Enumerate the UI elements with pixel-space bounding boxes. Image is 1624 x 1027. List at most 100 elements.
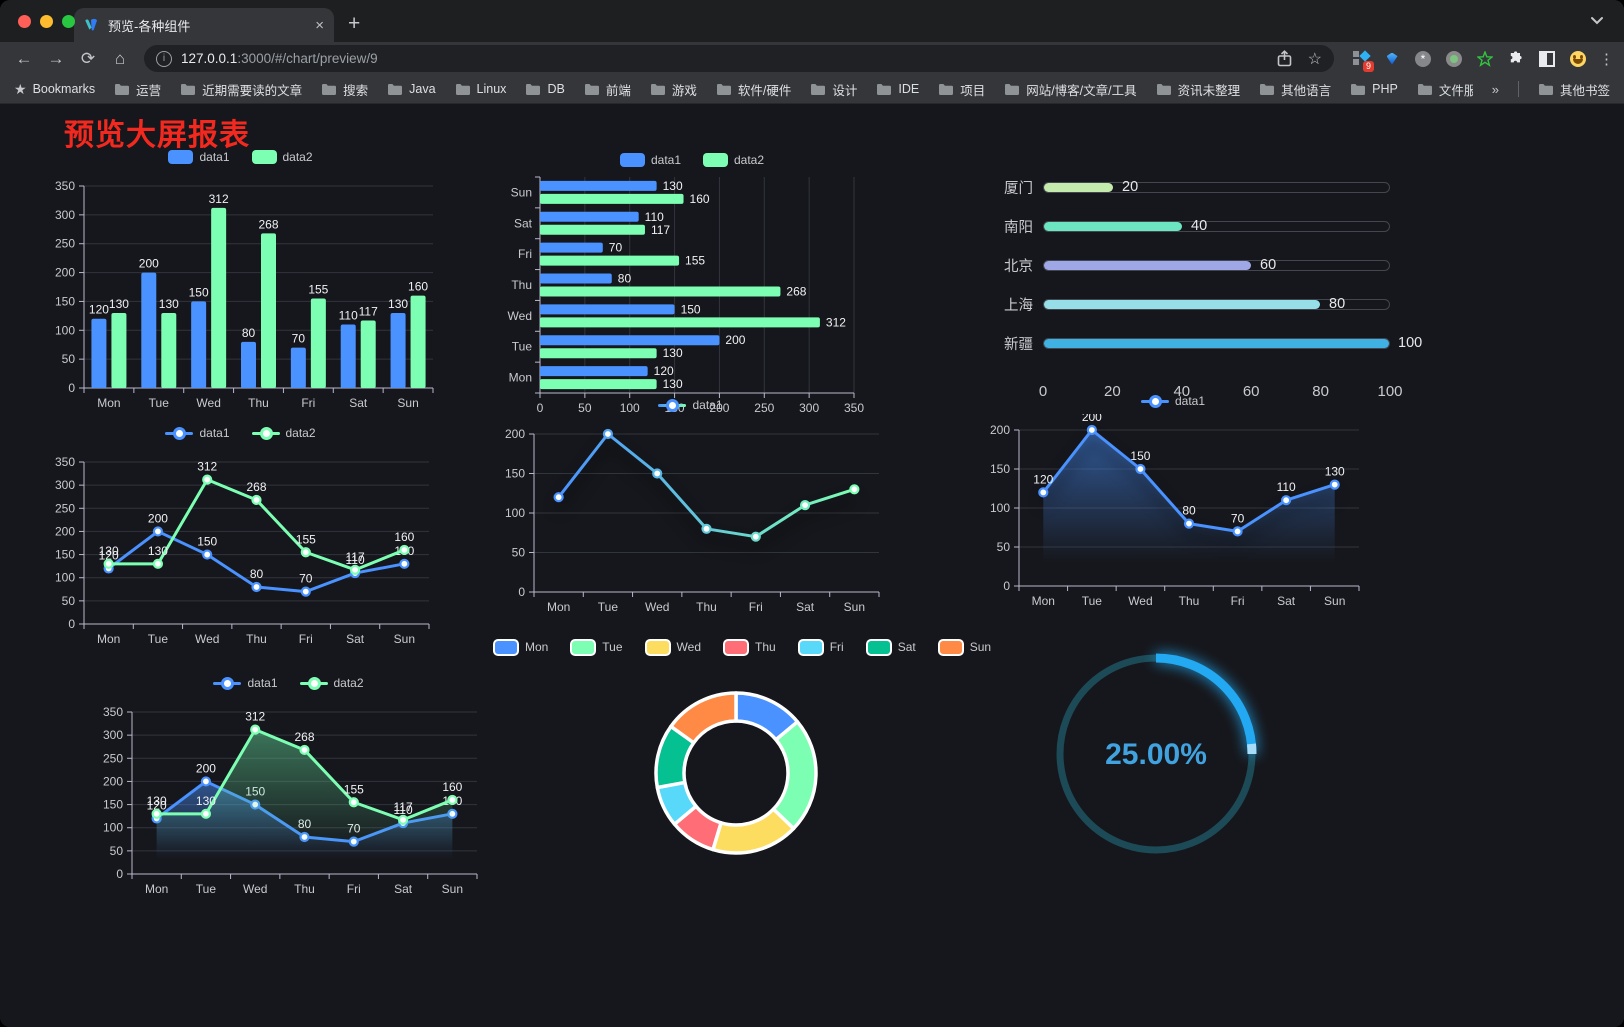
axis-tick-label: 0 bbox=[1038, 383, 1048, 400]
legend-item[interactable]: data2 bbox=[251, 150, 313, 164]
svg-text:Fri: Fri bbox=[299, 632, 313, 646]
bookmark-folder-item[interactable]: 近期需要读的文章 bbox=[180, 80, 302, 99]
progress-row[interactable]: 上海 80 bbox=[985, 291, 1390, 317]
bookmark-folder-item[interactable]: IDE bbox=[876, 82, 919, 96]
close-window-button[interactable] bbox=[18, 15, 31, 28]
legend-item[interactable]: Mon bbox=[492, 638, 549, 656]
reload-button[interactable]: ⟳ bbox=[80, 48, 96, 68]
legend-item[interactable]: Fri bbox=[797, 638, 844, 656]
other-bookmarks-folder[interactable]: 其他书签 bbox=[1538, 80, 1610, 99]
legend-item[interactable]: data1 bbox=[619, 153, 681, 167]
progress-fill bbox=[1044, 260, 1251, 270]
bookmark-folder-item[interactable]: 其他语言 bbox=[1259, 80, 1331, 99]
bookmark-folder-item[interactable]: Linux bbox=[455, 82, 506, 96]
extension-tampermonkey-icon[interactable]: 9 bbox=[1352, 49, 1374, 72]
site-info-icon[interactable]: i bbox=[156, 50, 172, 67]
tab-search-chevron-icon[interactable] bbox=[1590, 16, 1604, 25]
extensions-puzzle-icon[interactable] bbox=[1507, 50, 1525, 68]
axis-tick-label: 100 bbox=[1377, 383, 1403, 400]
chart-donut[interactable]: Mon Tue Wed Thu Fri Sat Sun bbox=[492, 636, 991, 921]
svg-text:Tue: Tue bbox=[149, 396, 170, 410]
legend-item[interactable]: data2 bbox=[703, 153, 764, 167]
svg-text:312: 312 bbox=[209, 192, 229, 206]
bookmark-folder-item[interactable]: PHP bbox=[1350, 82, 1398, 96]
chart-bar-vertical[interactable]: data1 data2 0 50 100 150 200 250 300 350 Mon Tue Wed… bbox=[38, 146, 443, 418]
bookmark-folder-item[interactable]: 文件服务器 bbox=[1417, 80, 1473, 99]
bookmark-folder-item[interactable]: 前端 bbox=[584, 80, 631, 99]
bookmarks-manager-item[interactable]: ★ Bookmarks bbox=[14, 81, 95, 98]
forward-button[interactable]: → bbox=[47, 48, 65, 68]
bookmarks-overflow-chevron[interactable]: » bbox=[1491, 81, 1499, 97]
extension-darkreader-icon[interactable] bbox=[1538, 50, 1556, 68]
progress-value: 80 bbox=[1329, 295, 1346, 312]
chart-line-area[interactable]: data1 0 50 100 150 200 Mon Tue Wed Thu Fri Sat Sun 12… bbox=[973, 390, 1373, 616]
bookmark-folder-item[interactable]: 网站/博客/文章/工具 bbox=[1004, 80, 1137, 99]
svg-text:110: 110 bbox=[339, 309, 358, 323]
legend-item[interactable]: Tue bbox=[570, 638, 623, 656]
extension-settings-icon[interactable]: * bbox=[1414, 50, 1432, 68]
legend-item[interactable]: Sat bbox=[865, 638, 916, 656]
bookmark-folder-item[interactable]: 项目 bbox=[938, 80, 985, 99]
bookmark-folder-item[interactable]: 软件/硬件 bbox=[716, 80, 791, 99]
svg-text:130: 130 bbox=[663, 377, 683, 391]
bookmarks-divider bbox=[1517, 81, 1519, 97]
chart-line-area-two[interactable]: data1 data2 0 50 100 150 200 250 300 350 Mon Tue Wed… bbox=[86, 672, 491, 904]
legend-item[interactable]: data1 bbox=[165, 426, 230, 440]
legend-label: Sun bbox=[969, 640, 992, 654]
progress-row[interactable]: 新疆 100 bbox=[985, 330, 1422, 356]
progress-label: 厦门 bbox=[1004, 180, 1033, 197]
progress-row[interactable]: 北京 60 bbox=[985, 252, 1390, 278]
share-icon[interactable] bbox=[1277, 50, 1292, 67]
extension-emoji-icon[interactable] bbox=[1569, 50, 1587, 68]
url-path: :3000/#/chart/preview/9 bbox=[237, 51, 378, 66]
legend-item[interactable]: data1 bbox=[168, 150, 230, 164]
browser-tab[interactable]: 预览-各种组件 × bbox=[74, 8, 334, 42]
chart-gauge[interactable]: 25.00% bbox=[1040, 639, 1280, 884]
bookmark-folder-item[interactable]: Java bbox=[387, 82, 436, 96]
svg-text:150: 150 bbox=[1130, 449, 1150, 463]
browser-menu-icon[interactable]: ⋮ bbox=[1599, 50, 1614, 68]
legend-label: Mon bbox=[524, 640, 549, 654]
svg-text:Sat: Sat bbox=[514, 216, 533, 230]
legend-item[interactable]: data2 bbox=[299, 676, 364, 690]
svg-text:150: 150 bbox=[505, 467, 525, 481]
back-button[interactable]: ← bbox=[15, 48, 33, 68]
home-button[interactable]: ⌂ bbox=[114, 48, 126, 68]
legend-item[interactable]: Wed bbox=[644, 638, 701, 656]
tab-close-icon[interactable]: × bbox=[315, 16, 324, 34]
minimize-window-button[interactable] bbox=[40, 15, 53, 28]
chart-city-progress[interactable]: 厦门 20 南阳 40 北京 60 上海 80 新疆 100 0 20 40 60 80 100 bbox=[985, 152, 1422, 459]
url-text[interactable]: 127.0.0.1:3000/#/chart/preview/9 bbox=[181, 51, 1268, 66]
bookmark-star-icon[interactable]: ☆ bbox=[1307, 50, 1322, 68]
address-bar[interactable]: i 127.0.0.1:3000/#/chart/preview/9 ☆ bbox=[144, 45, 1334, 72]
svg-text:80: 80 bbox=[1182, 504, 1196, 518]
progress-row[interactable]: 厦门 20 bbox=[985, 174, 1390, 200]
folder-icon bbox=[1156, 83, 1171, 95]
extension-star-icon[interactable] bbox=[1476, 50, 1494, 68]
extension-gem-icon[interactable] bbox=[1383, 50, 1401, 68]
legend-item[interactable]: data1 bbox=[658, 398, 723, 412]
bookmark-folder-label: 设计 bbox=[832, 83, 858, 98]
bookmark-folder-item[interactable]: 设计 bbox=[810, 80, 857, 99]
bookmark-folder-item[interactable]: 运营 bbox=[114, 80, 161, 99]
bookmark-folder-item[interactable]: 资讯未整理 bbox=[1156, 80, 1240, 99]
chart-line-two-series[interactable]: data1 data2 0 50 100 150 200 250 300 350 Mon Tue Wed… bbox=[38, 422, 443, 654]
svg-text:Fri: Fri bbox=[749, 600, 763, 614]
legend-item[interactable]: Thu bbox=[723, 638, 776, 656]
chart-line-gradient[interactable]: data1 0 50 100 150 200 Mon Tue Wed Thu Fri Sat Sun bbox=[488, 394, 893, 622]
maximize-window-button[interactable] bbox=[62, 15, 75, 28]
extension-recorder-icon[interactable] bbox=[1445, 50, 1463, 68]
svg-text:80: 80 bbox=[618, 272, 632, 286]
legend-item[interactable]: data1 bbox=[213, 676, 278, 690]
svg-text:Mon: Mon bbox=[97, 396, 120, 410]
legend-item[interactable]: Sun bbox=[937, 638, 992, 656]
legend-item[interactable]: data1 bbox=[1140, 394, 1205, 408]
legend-item[interactable]: data2 bbox=[251, 426, 316, 440]
bookmark-folder-item[interactable]: 游戏 bbox=[650, 80, 697, 99]
bookmark-folder-item[interactable]: DB bbox=[525, 82, 565, 96]
bookmark-folder-item[interactable]: 搜索 bbox=[321, 80, 368, 99]
new-tab-button[interactable]: + bbox=[348, 12, 361, 35]
chart-bar-horizontal[interactable]: data1data2050100150200250300350Mon120130… bbox=[492, 149, 892, 421]
progress-row[interactable]: 南阳 40 bbox=[985, 213, 1390, 239]
